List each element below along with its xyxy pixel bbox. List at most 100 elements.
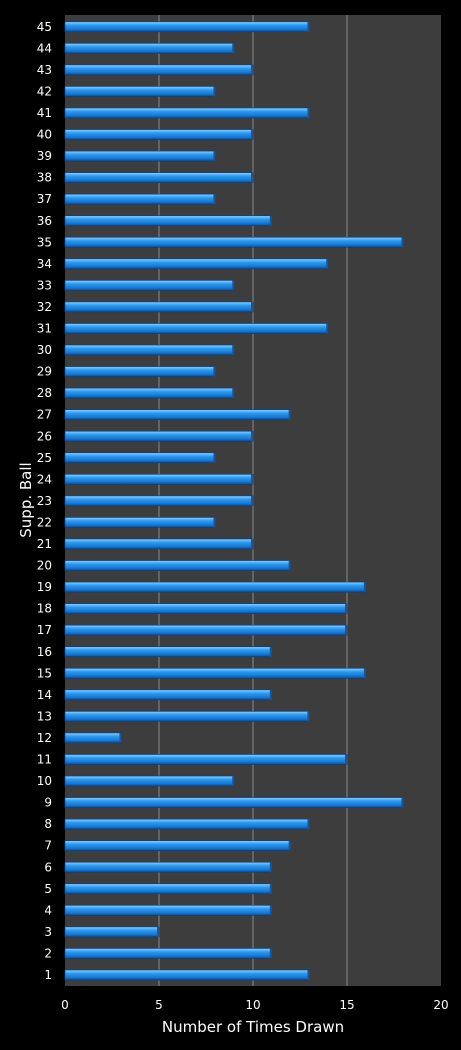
y-tick-label: 40	[37, 128, 52, 142]
bar-rect	[64, 861, 273, 873]
bar-18	[64, 603, 348, 614]
y-tick-label: 28	[37, 386, 52, 400]
y-tick-label: 36	[37, 214, 52, 228]
y-tick-label: 19	[37, 580, 52, 594]
bar-9	[64, 797, 404, 808]
bar-end-cap	[269, 215, 272, 226]
bar-42	[64, 86, 216, 97]
bar-6	[64, 861, 273, 873]
y-tick-label: 4	[44, 903, 52, 917]
bar-rect	[64, 948, 273, 959]
bar-14	[64, 689, 273, 701]
bar-end-cap	[251, 172, 253, 183]
y-tick-label: 5	[44, 882, 52, 896]
bar-35	[64, 237, 404, 248]
bar-39	[64, 150, 216, 162]
bar-rect	[64, 258, 329, 270]
bar-5	[64, 883, 273, 895]
y-tick-label: 41	[37, 106, 52, 120]
bar-10	[64, 775, 235, 787]
bar-rect	[64, 905, 273, 916]
bar-rect	[64, 21, 310, 33]
y-tick-label: 8	[44, 817, 52, 831]
bar-rect	[64, 409, 291, 421]
bar-end-cap	[269, 646, 272, 657]
bar-end-cap	[251, 301, 253, 312]
bar-33	[64, 280, 235, 291]
bar-19	[64, 581, 367, 593]
bar-end-cap	[251, 64, 253, 75]
bar-34	[64, 258, 329, 270]
bar-22	[64, 517, 216, 528]
y-tick-label: 23	[37, 494, 52, 508]
bar-11	[64, 754, 348, 765]
bar-rect	[64, 818, 310, 830]
y-tick-label: 12	[37, 731, 52, 745]
y-tick-label: 34	[37, 257, 52, 271]
y-tick-label: 22	[37, 515, 52, 529]
bar-rect	[64, 237, 404, 248]
bar-rect	[64, 754, 348, 765]
bar-rect	[64, 603, 348, 614]
bar-end-cap	[401, 237, 404, 248]
bar-rect	[64, 344, 235, 356]
bar-end-cap	[251, 129, 253, 140]
y-tick-label: 24	[37, 472, 52, 486]
bar-rect	[64, 775, 235, 787]
y-tick-label: 18	[37, 602, 52, 616]
y-tick-label: 7	[44, 839, 52, 853]
y-tick-label: 29	[37, 365, 52, 379]
bar-45	[64, 21, 310, 33]
x-tick-label: 0	[61, 998, 69, 1012]
bar-end-cap	[269, 862, 272, 873]
bar-rect	[64, 883, 273, 895]
y-tick-label: 17	[37, 623, 52, 637]
bar-end-cap	[363, 582, 366, 593]
y-tick-label: 11	[37, 753, 52, 767]
bar-rect	[64, 172, 254, 183]
bar-26	[64, 430, 254, 442]
y-tick-label: 1	[44, 968, 52, 982]
bar-rect	[64, 430, 254, 442]
bar-21	[64, 538, 254, 550]
y-tick-label: 3	[44, 925, 52, 939]
bar-end-cap	[213, 151, 216, 162]
bar-end-cap	[307, 21, 310, 32]
bar-rect	[64, 711, 310, 722]
bar-end-cap	[307, 819, 310, 830]
bar-end-cap	[213, 452, 216, 463]
y-tick-label: 25	[37, 451, 52, 465]
bar-end-cap	[251, 495, 253, 506]
bar-end-cap	[213, 517, 216, 528]
y-tick-label: 14	[37, 688, 52, 702]
y-tick-label: 33	[37, 278, 52, 292]
bar-end-cap	[119, 732, 122, 743]
bar-rect	[64, 581, 367, 593]
bar-end-cap	[269, 905, 272, 916]
bar-rect	[64, 452, 216, 464]
bar-end-cap	[232, 388, 235, 399]
y-tick-label: 43	[37, 63, 52, 77]
y-tick-label: 20	[37, 559, 52, 573]
bar-end-cap	[288, 560, 291, 571]
bar-end-cap	[307, 108, 310, 118]
bar-28	[64, 387, 235, 399]
bar-rect	[64, 969, 310, 981]
bar-rect	[64, 797, 404, 808]
bar-16	[64, 646, 273, 658]
bar-end-cap	[213, 366, 216, 377]
bar-20	[64, 560, 291, 571]
bar-13	[64, 711, 310, 722]
bar-end-cap	[213, 194, 216, 205]
bar-rect	[64, 926, 160, 938]
bar-rect	[64, 366, 216, 377]
bar-rect	[64, 732, 122, 744]
bar-end-cap	[288, 409, 291, 420]
x-tick-label: 15	[339, 998, 354, 1012]
y-tick-label: 39	[37, 149, 52, 163]
x-tick-label: 10	[245, 998, 260, 1012]
y-tick-label: 27	[37, 408, 52, 422]
bar-end-cap	[232, 280, 235, 291]
bar-rect	[64, 840, 291, 852]
bar-end-cap	[269, 883, 272, 894]
